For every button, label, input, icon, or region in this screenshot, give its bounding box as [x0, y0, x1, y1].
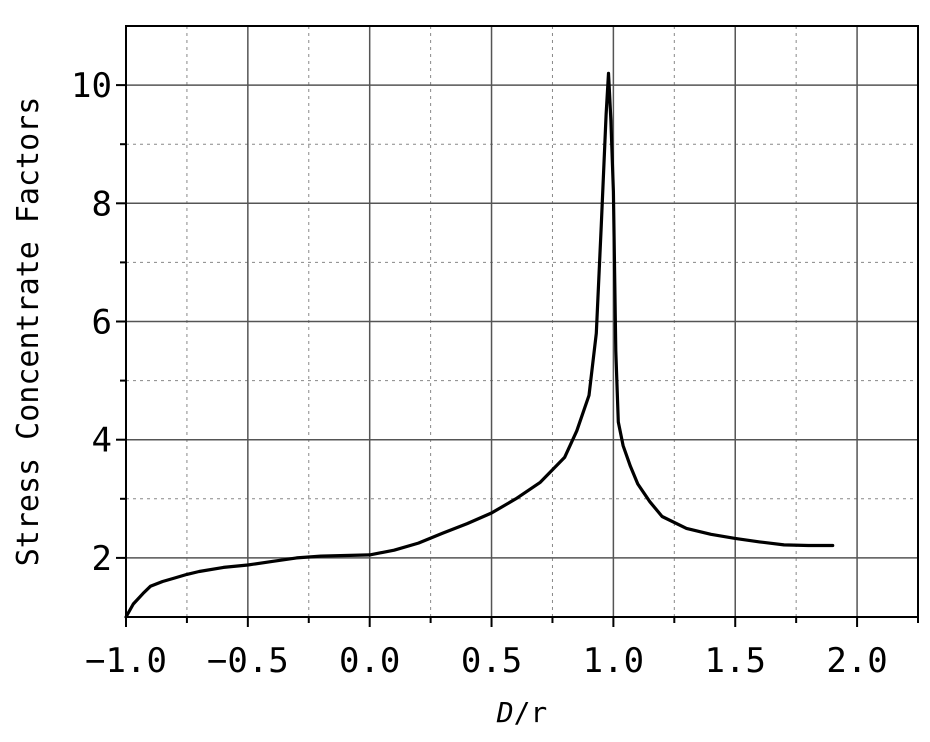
- x-tick-label: 0.0: [339, 641, 400, 681]
- y-tick-label: 10: [71, 66, 112, 106]
- y-axis-title: Stress Concentrate Factors: [11, 97, 46, 567]
- y-tick-label: 2: [92, 539, 112, 579]
- x-tick-label: 1.5: [705, 641, 766, 681]
- x-tick-label: 1.0: [583, 641, 644, 681]
- series-line: [124, 71, 835, 619]
- x-axis-title: D/r: [496, 696, 548, 729]
- axis-ticks: [116, 84, 919, 627]
- y-tick-label: 8: [92, 184, 112, 224]
- x-tick-label: −0.5: [207, 641, 289, 681]
- grid: [125, 26, 918, 617]
- x-axis-title-rest: /r: [514, 696, 548, 729]
- y-tick-label: 6: [92, 303, 112, 343]
- x-axis-title-italic: D: [496, 696, 514, 729]
- y-tick-label: 4: [92, 421, 112, 461]
- x-tick-label: 2.0: [826, 641, 887, 681]
- series-layer: [124, 71, 835, 619]
- x-tick-label: 0.5: [461, 641, 522, 681]
- tick-labels: −1.0 −0.5 0.0 0.5 1.0 1.5 2.0 2 4 6 8 10: [71, 66, 888, 681]
- x-tick-label: −1.0: [85, 641, 167, 681]
